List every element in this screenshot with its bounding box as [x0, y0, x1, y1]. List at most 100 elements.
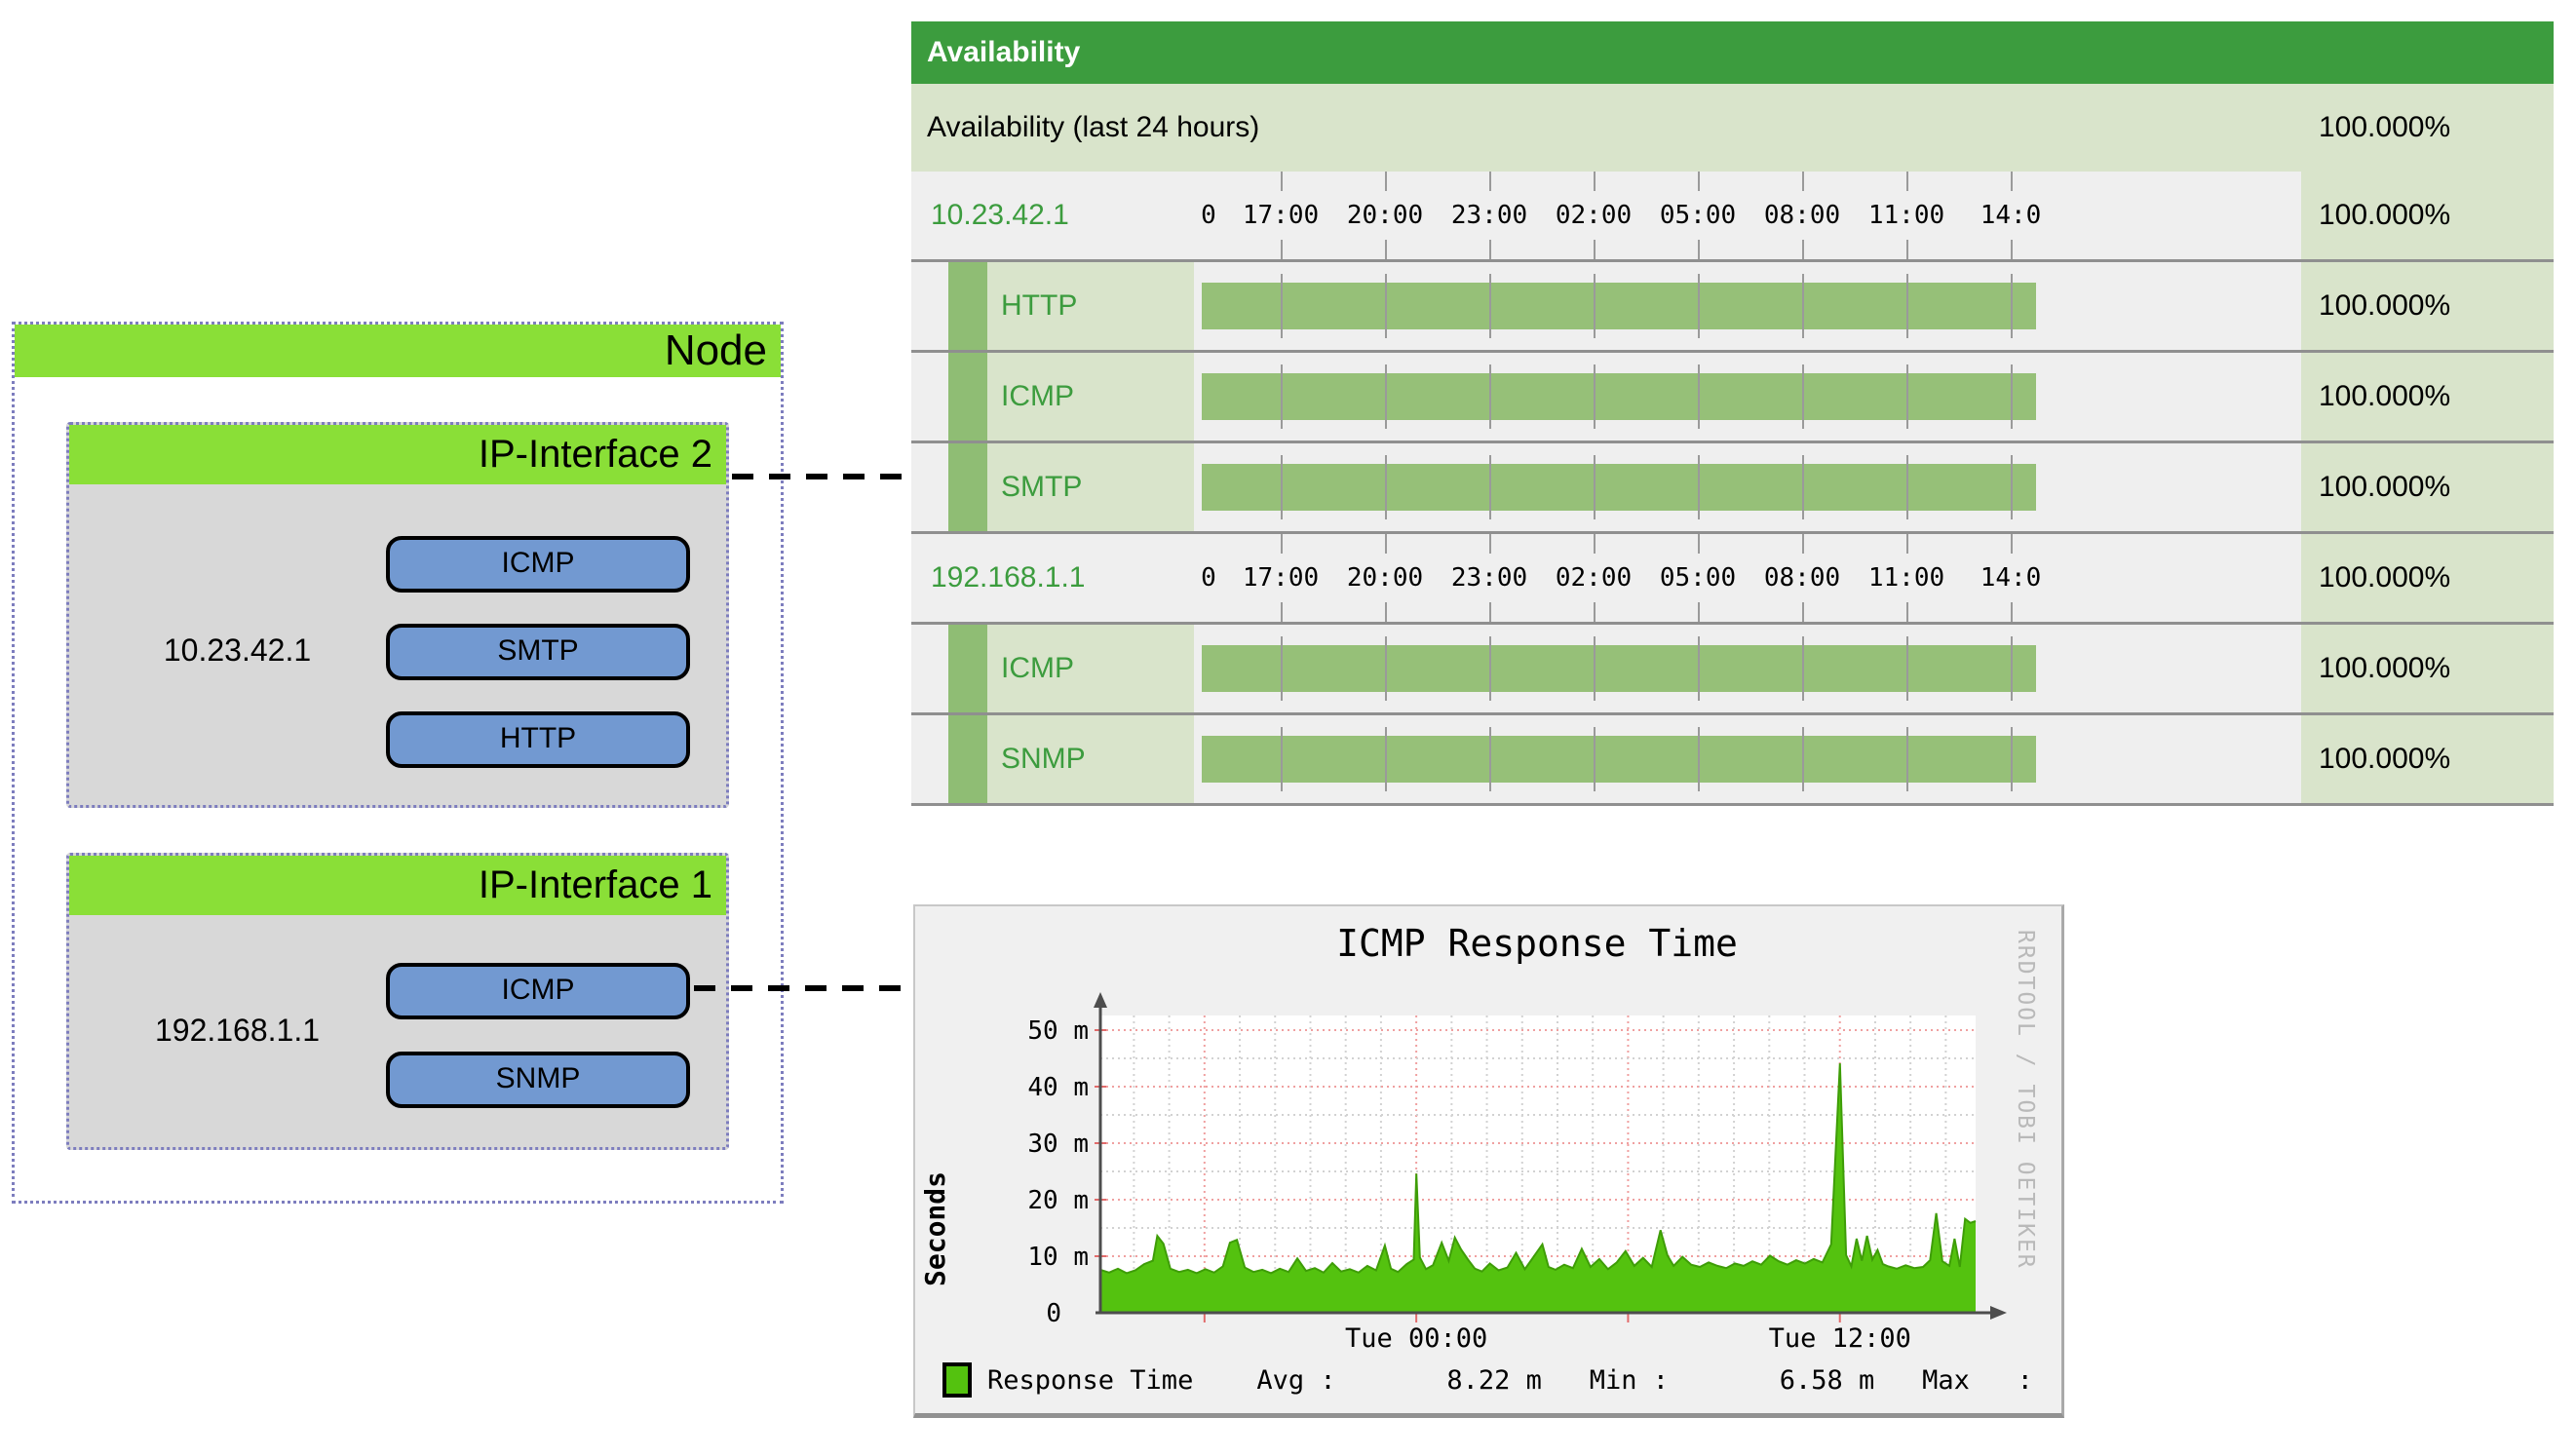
timeline-tick-label: 14:0 [1980, 563, 2042, 593]
timeline-tick [1489, 455, 1491, 519]
timeline-tick [1802, 727, 1804, 791]
timeline-tick [2011, 274, 2013, 338]
timeline-tick [1802, 240, 1804, 259]
timeline-tick [1489, 534, 1491, 554]
availability-bar [1202, 373, 2036, 420]
availability-bar [1202, 645, 2036, 692]
timeline-tick-label: 23:00 [1450, 563, 1528, 593]
service-name-link[interactable]: ICMP [987, 353, 1194, 441]
service-button-icmp[interactable]: ICMP [386, 536, 690, 593]
legend-text: Response Time Avg : 8.22 m Min : 6.58 m … [987, 1364, 2033, 1396]
timeline-tick-label: 23:00 [1450, 201, 1528, 230]
availability-bar-area [1194, 625, 2301, 712]
interface-ip-link[interactable]: 10.23.42.1 [931, 199, 1069, 231]
timeline-tick [1698, 602, 1700, 622]
connector-icmp-to-chart [694, 985, 913, 991]
legend-color-swatch [942, 1362, 972, 1398]
service-button-icmp[interactable]: ICMP [386, 963, 690, 1019]
timeline-tick-label: 14:0 [1980, 201, 2042, 230]
svg-text:10 m: 10 m [1027, 1243, 1089, 1272]
service-row: ICMP 100.000% [911, 350, 2554, 441]
interface-row: 10.23.42.1 17:00 20:00 23:00 02:00 05:00 08:00… [911, 172, 2554, 259]
timeline-tick [1385, 172, 1387, 191]
timeline-tick [1906, 602, 1908, 622]
timeline-tick-label: 11:00 [1867, 563, 1945, 593]
availability-percent: 100.000% [2301, 443, 2554, 531]
timeline-tick-label: 17:00 [1242, 201, 1320, 230]
connector-interface2-to-table [732, 474, 911, 479]
timeline-tick [1489, 274, 1491, 338]
service-row-strip [948, 715, 987, 803]
timeline-tick-label: 02:00 [1555, 201, 1633, 230]
timeline-tick [1385, 364, 1387, 429]
availability-percent: 100.000% [2301, 353, 2554, 441]
availability-percent: 100.000% [2301, 534, 2554, 622]
timeline-tick [1594, 602, 1596, 622]
svg-text:20 m: 20 m [1027, 1186, 1089, 1215]
timeline-tick [1802, 602, 1804, 622]
service-button-http[interactable]: HTTP [386, 711, 690, 768]
timeline-tick [1489, 172, 1491, 191]
timeline-tick [1385, 636, 1387, 701]
service-name-link[interactable]: SNMP [987, 715, 1194, 803]
chart-title: ICMP Response Time [1336, 922, 1738, 965]
timeline-tick [1802, 636, 1804, 701]
interface-ip-link[interactable]: 192.168.1.1 [931, 561, 1086, 594]
availability-bar-area [1194, 353, 2301, 441]
timeline-tick [1281, 172, 1283, 191]
timeline-tick [1594, 534, 1596, 554]
response-time-chart: 0 10 m 20 m 30 m 40 m 50 m Tue 00:00 Tue 12:00 [1027, 992, 2007, 1354]
timeline-tick [1489, 364, 1491, 429]
availability-bar-area [1194, 443, 2301, 531]
timeline-tick [1594, 455, 1596, 519]
service-name-link[interactable]: HTTP [987, 262, 1194, 350]
interface-row: 192.168.1.1 17:00 20:00 23:00 02:00 05:00 08:0… [911, 531, 2554, 622]
timeline-tick [1281, 240, 1283, 259]
timeline-tick [1906, 172, 1908, 191]
service-name-link[interactable]: SMTP [987, 443, 1194, 531]
service-row-strip [948, 443, 987, 531]
availability-table: Availability Availability (last 24 hours… [911, 21, 2554, 806]
timeline-tick [1385, 727, 1387, 791]
timeline-tick [1281, 602, 1283, 622]
timeline-tick [2011, 602, 2013, 622]
availability-bar [1202, 464, 2036, 511]
timeline-tick [1594, 727, 1596, 791]
timeline-tick [1385, 534, 1387, 554]
chart-panel: ICMP Response Time Seconds RRDTOOL / TOB… [913, 904, 2064, 1418]
timeline-tick [1906, 240, 1908, 259]
svg-text:40 m: 40 m [1027, 1073, 1089, 1102]
ip-interface-2-body: 10.23.42.1 ICMP SMTP HTTP [69, 484, 726, 805]
timeline-tick [1281, 727, 1283, 791]
timeline-tick [1489, 602, 1491, 622]
service-button-smtp[interactable]: SMTP [386, 624, 690, 680]
timeline-tick [1594, 274, 1596, 338]
timeline-tick [1906, 274, 1908, 338]
node-title-bar: Node [15, 325, 781, 377]
timeline-tick [1281, 636, 1283, 701]
service-row-strip [948, 625, 987, 712]
timeline-zero-label: 0 [1201, 563, 1216, 593]
ip-interface-1-box: IP-Interface 1 192.168.1.1 ICMP SNMP [66, 853, 729, 1150]
timeline-tick [2011, 636, 2013, 701]
service-button-snmp[interactable]: SNMP [386, 1052, 690, 1108]
timeline-tick [1281, 534, 1283, 554]
timeline-tick [1698, 534, 1700, 554]
svg-text:Tue 00:00: Tue 00:00 [1345, 1323, 1487, 1354]
service-row: HTTP 100.000% [911, 259, 2554, 350]
service-name-link[interactable]: ICMP [987, 625, 1194, 712]
timeline-tick [1906, 727, 1908, 791]
timeline-tick [1489, 727, 1491, 791]
timeline-tick [2011, 727, 2013, 791]
timeline-tick [1594, 240, 1596, 259]
svg-text:50 m: 50 m [1027, 1016, 1089, 1046]
timeline-tick [1906, 534, 1908, 554]
timeline-tick-label: 08:00 [1763, 201, 1841, 230]
ip-interface-1-body: 192.168.1.1 ICMP SNMP [69, 915, 726, 1147]
timeline-tick [1802, 455, 1804, 519]
node-box: Node [12, 322, 784, 1204]
timeline-tick-label: 05:00 [1659, 563, 1737, 593]
ip-interface-2-box: IP-Interface 2 10.23.42.1 ICMP SMTP HTTP [66, 422, 729, 808]
timeline-tick [2011, 364, 2013, 429]
